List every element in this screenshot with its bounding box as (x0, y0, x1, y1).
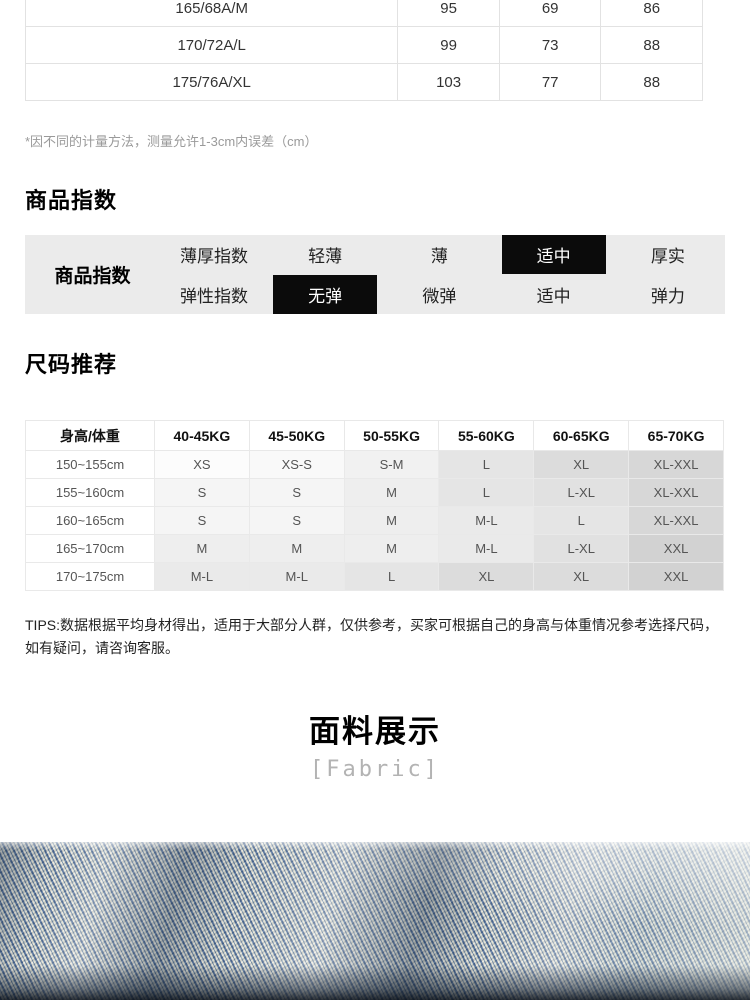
index-option-value: 厚实 (650, 247, 685, 267)
recommended-size-cell: M-L (248, 562, 345, 591)
size-tips-line1: TIPS:数据根据平均身材得出，适用于大部分人群，仅供参考，买家可根据自己的身高… (25, 617, 719, 633)
recommended-size-cell: M-L (438, 506, 535, 535)
measurement-value-cell: 103 (397, 63, 500, 101)
recommended-size-cell: S (248, 478, 345, 507)
size-table-header-cell: 60-65KG (533, 420, 630, 451)
measurement-value-cell: 77 (498, 63, 602, 101)
measurement-table: 165/68A/M 95 69 86 170/72A/L 99 73 88 175/76A/XL… (24, 0, 703, 101)
index-option: 弹力 (611, 275, 725, 314)
height-range-cell: 165~170cm (25, 534, 155, 563)
recommended-size-cell: M (343, 478, 440, 507)
recommended-size-cell: XXL (628, 562, 724, 591)
recommended-size-cell: XS-S (248, 450, 345, 479)
recommended-size-cell: S (154, 506, 250, 535)
measurement-row: 175/76A/XL 103 77 88 (24, 63, 703, 101)
index-option: 适中 (497, 235, 611, 275)
measurement-value-cell: 95 (397, 0, 500, 27)
size-table-body: 150~155cm XS XS-S S-M L XL XL-XXL 155~160cm S S M L… (25, 450, 724, 591)
height-range-cell: 160~165cm (25, 506, 155, 535)
recommended-size-cell: M-L (438, 534, 535, 563)
index-row-label: 薄厚指数 (180, 247, 248, 267)
recommended-size-cell: XL (533, 562, 630, 591)
product-index-heading: 商品指数 (25, 188, 118, 213)
recommended-size-cell: XL-XXL (628, 450, 724, 479)
measurement-value-cell: 69 (498, 0, 602, 27)
index-option: 轻薄 (268, 235, 382, 274)
index-option-value: 适中 (536, 286, 571, 306)
recommended-size-cell: M-L (154, 562, 250, 591)
size-table-header-cell: 45-50KG (248, 420, 345, 451)
size-table-row: 165~170cm M M M M-L L-XL XXL (25, 534, 724, 563)
size-tips-line2: 如有疑问，请咨询客服。 (25, 640, 179, 656)
recommended-size-cell: XL-XXL (628, 478, 724, 507)
index-option-selected: 适中 (501, 235, 606, 275)
recommended-size-cell: XL-XXL (628, 506, 724, 535)
measurement-size-cell: 165/68A/M (24, 0, 399, 27)
size-table-row: 170~175cm M-L M-L L XL XL XXL (25, 562, 724, 591)
measurement-value-cell: 86 (600, 0, 703, 27)
product-index-label: 商品指数 (54, 266, 131, 287)
size-table-header-cell: 55-60KG (438, 420, 535, 451)
index-option: 无弹 (268, 274, 382, 314)
index-option: 厚实 (611, 235, 725, 274)
measurement-size-cell: 170/72A/L (24, 26, 399, 64)
size-table-header-row: 身高/体重 40-45KG 45-50KG 50-55KG 55-60KG 60-65KG… (25, 420, 724, 451)
size-table-header-cell: 50-55KG (343, 420, 440, 451)
measurement-value-cell: 88 (600, 26, 703, 64)
product-index-table: 商品指数 薄厚指数 轻薄薄适中 厚实 弹性指数 无弹 微弹 适中 弹力 (25, 235, 725, 314)
size-recommendation-heading: 尺码推荐 (25, 352, 118, 377)
index-option: 微弹 (382, 275, 496, 314)
recommended-size-cell: XS (154, 450, 250, 479)
size-table-header-cell: 65-70KG (628, 420, 724, 451)
denim-fabric-image (0, 842, 750, 1000)
index-option-value: 微弹 (422, 286, 457, 306)
recommended-size-cell: M (154, 534, 250, 563)
size-table-row: 155~160cm S S M L L-XL XL-XXL (25, 478, 724, 507)
index-option-selected: 无弹 (273, 274, 378, 314)
recommended-size-cell: L-XL (533, 478, 630, 507)
fabric-section-subtitle: [Fabric] (310, 757, 440, 782)
height-range-cell: 150~155cm (25, 450, 155, 479)
fabric-section-title: 面料展示 (309, 714, 441, 749)
measurement-value-cell: 88 (600, 63, 703, 101)
recommended-size-cell: XL (438, 562, 535, 591)
index-option: 薄 (382, 235, 496, 274)
recommended-size-cell: M (343, 506, 440, 535)
measurement-row: 165/68A/M 95 69 86 (24, 0, 703, 27)
height-range-cell: 155~160cm (25, 478, 155, 507)
index-option-value: 薄 (430, 247, 448, 267)
measurement-row: 170/72A/L 99 73 88 (24, 26, 703, 64)
measurement-value-cell: 73 (498, 26, 602, 64)
measurement-table-body: 165/68A/M 95 69 86 170/72A/L 99 73 88 175/76A/XL… (24, 0, 703, 101)
measurement-size-cell: 175/76A/XL (24, 63, 399, 101)
recommended-size-cell: L (533, 506, 630, 535)
height-range-cell: 170~175cm (25, 562, 155, 591)
size-tips: TIPS:数据根据平均身材得出，适用于大部分人群，仅供参考，买家可根据自己的身高… (25, 614, 727, 660)
recommended-size-cell: L (438, 478, 535, 507)
index-option-value: 弹力 (650, 286, 685, 306)
size-table-header-cell: 40-45KG (154, 420, 250, 451)
recommended-size-cell: S-M (343, 450, 440, 479)
recommended-size-cell: XL (533, 450, 630, 479)
recommended-size-cell: L (343, 562, 440, 591)
size-table-row: 160~165cm S S M M-L L XL-XXL (25, 506, 724, 535)
index-row-label: 弹性指数 (180, 286, 248, 306)
size-recommendation-table: 身高/体重 40-45KG 45-50KG 50-55KG 55-60KG 60-65KG… (25, 420, 724, 591)
size-table-header-cell: 身高/体重 (25, 420, 155, 451)
recommended-size-cell: L-XL (533, 534, 630, 563)
recommended-size-cell: M (248, 534, 345, 563)
index-option: 适中 (497, 275, 611, 314)
recommended-size-cell: M (343, 534, 440, 563)
measurement-note: *因不同的计量方法，测量允许1-3cm内误差（cm） (25, 134, 318, 149)
recommended-size-cell: S (248, 506, 345, 535)
recommended-size-cell: S (154, 478, 250, 507)
size-table-row: 150~155cm XS XS-S S-M L XL XL-XXL (25, 450, 724, 479)
index-option-value: 轻薄 (308, 247, 343, 267)
measurement-value-cell: 99 (397, 26, 500, 64)
recommended-size-cell: XXL (628, 534, 724, 563)
recommended-size-cell: L (438, 450, 535, 479)
